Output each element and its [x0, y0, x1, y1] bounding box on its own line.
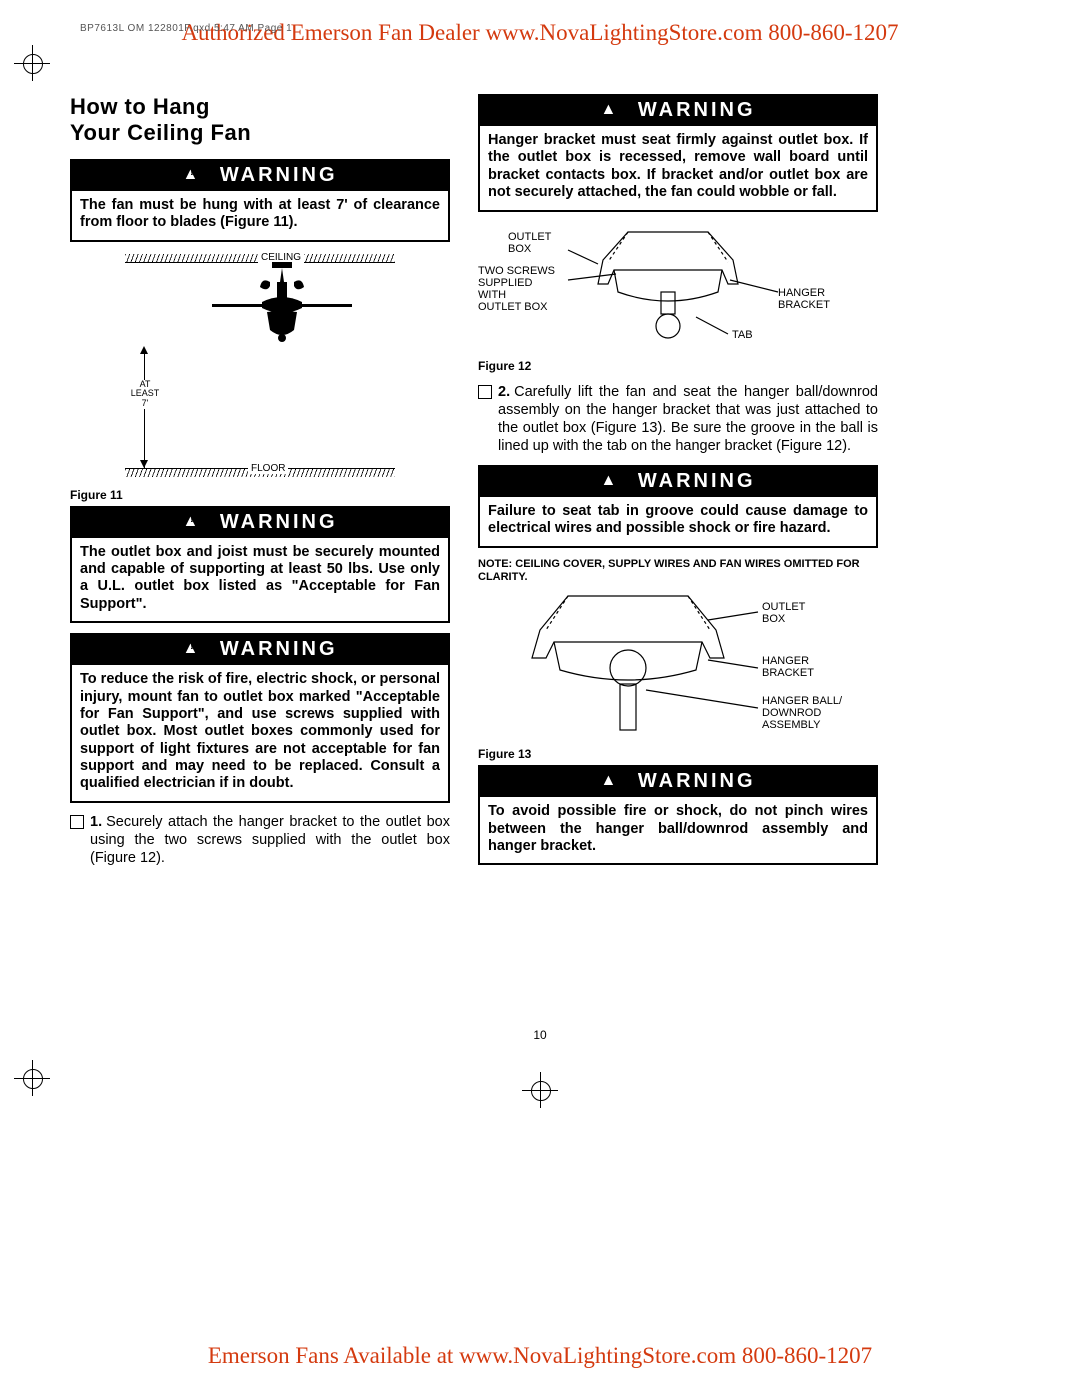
- svg-text:DOWNROD: DOWNROD: [762, 707, 821, 719]
- warning-body: The fan must be hung with at least 7' of…: [72, 191, 448, 240]
- warning-box-3: !WARNING To reduce the risk of fire, ele…: [70, 633, 450, 803]
- warning-body: To reduce the risk of fire, electric sho…: [72, 665, 448, 801]
- step-list: 1.Securely attach the hanger bracket to …: [70, 813, 450, 867]
- svg-text:BRACKET: BRACKET: [778, 299, 830, 311]
- warning-box-r1: !WARNING Hanger bracket must seat firmly…: [478, 94, 878, 212]
- warning-label: WARNING: [638, 770, 756, 792]
- warning-box-r3: !WARNING To avoid possible fire or shock…: [478, 765, 878, 865]
- step-text: Securely attach the hanger bracket to th…: [90, 814, 450, 866]
- svg-text:ASSEMBLY: ASSEMBLY: [762, 719, 821, 731]
- crop-mark-top-left: [14, 45, 50, 81]
- at-least-label: AT LEAST 7': [126, 380, 164, 410]
- left-column: How to Hang Your Ceiling Fan !WARNING Th…: [70, 94, 450, 877]
- warning-label: WARNING: [638, 99, 756, 121]
- warning-label: WARNING: [638, 470, 756, 492]
- step-num: 1.: [90, 814, 102, 830]
- footer-banner: Emerson Fans Available at www.NovaLighti…: [0, 1343, 1080, 1369]
- step-text: Carefully lift the fan and seat the hang…: [498, 384, 878, 454]
- footer-text: Emerson Fans Available at www.NovaLighti…: [208, 1343, 872, 1368]
- svg-text:HANGER: HANGER: [778, 287, 825, 299]
- page-number: 10: [533, 1028, 546, 1042]
- warning-label: WARNING: [220, 511, 338, 533]
- figure-12: OUTLET BOX TWO SCREWS SUPPLIED WITH OUTL…: [478, 222, 858, 373]
- warning-header: !WARNING: [480, 467, 876, 497]
- warning-body: Failure to seat tab in groove could caus…: [480, 497, 876, 546]
- figure-11: CEILING AT LEAST 7: [70, 252, 450, 502]
- warning-header: !WARNING: [480, 767, 876, 797]
- svg-text:HANGER: HANGER: [762, 655, 809, 667]
- content-columns: How to Hang Your Ceiling Fan !WARNING Th…: [70, 94, 1010, 877]
- section-title: How to Hang Your Ceiling Fan: [70, 94, 450, 147]
- step-num: 2.: [498, 384, 510, 400]
- svg-text:BRACKET: BRACKET: [762, 667, 814, 679]
- step-2: 2.Carefully lift the fan and seat the ha…: [478, 383, 878, 456]
- svg-text:OUTLET: OUTLET: [762, 601, 806, 613]
- floor-label: FLOOR: [248, 463, 288, 474]
- clarity-note: NOTE: CEILING COVER, SUPPLY WIRES AND FA…: [478, 558, 878, 584]
- warning-body: To avoid possible fire or shock, do not …: [480, 797, 876, 863]
- svg-text:TAB: TAB: [732, 329, 753, 341]
- warning-body: Hanger bracket must seat firmly against …: [480, 126, 876, 210]
- step-1: 1.Securely attach the hanger bracket to …: [70, 813, 450, 867]
- title-line-1: How to Hang: [70, 94, 210, 119]
- warning-box-r2: !WARNING Failure to seat tab in groove c…: [478, 465, 878, 548]
- warning-header: !WARNING: [72, 635, 448, 665]
- registration-mark-bottom: [522, 1072, 558, 1108]
- warning-box-2: !WARNING The outlet box and joist must b…: [70, 506, 450, 624]
- page: BP7613L OM 122801F.qxd 5:47 AM Page 1 Au…: [0, 0, 1080, 1397]
- step-list: 2.Carefully lift the fan and seat the ha…: [478, 383, 878, 456]
- warning-header: !WARNING: [72, 508, 448, 538]
- warning-box-1: !WARNING The fan must be hung with at le…: [70, 159, 450, 242]
- header-banner: BP7613L OM 122801F.qxd 5:47 AM Page 1 Au…: [70, 20, 1010, 46]
- outlet-box-label: OUTLET: [508, 231, 552, 243]
- warning-header: !WARNING: [72, 161, 448, 191]
- svg-text:SUPPLIED: SUPPLIED: [478, 277, 532, 289]
- svg-text:BOX: BOX: [762, 613, 786, 625]
- doc-code: BP7613L OM 122801F.qxd 5:47 AM Page 1: [80, 23, 292, 34]
- hanger-ball-diagram-icon: OUTLET BOX HANGER BRACKET HANGER BALL/ D…: [478, 590, 858, 740]
- crop-mark-bottom-left: [14, 1060, 50, 1096]
- svg-text:TWO SCREWS: TWO SCREWS: [478, 265, 555, 277]
- title-line-2: Your Ceiling Fan: [70, 120, 251, 145]
- warning-label: WARNING: [220, 638, 338, 660]
- warning-label: WARNING: [220, 164, 338, 186]
- right-column: !WARNING Hanger bracket must seat firmly…: [478, 94, 878, 877]
- figure-13: OUTLET BOX HANGER BRACKET HANGER BALL/ D…: [478, 590, 858, 761]
- warning-header: !WARNING: [480, 96, 876, 126]
- warning-body: The outlet box and joist must be securel…: [72, 538, 448, 622]
- svg-text:OUTLET BOX: OUTLET BOX: [478, 301, 548, 313]
- fan-icon: [212, 262, 352, 352]
- checkbox-icon: [478, 385, 492, 399]
- figure-12-caption: Figure 12: [478, 359, 858, 373]
- svg-text:BOX: BOX: [508, 243, 532, 255]
- svg-text:HANGER BALL/: HANGER BALL/: [762, 695, 843, 707]
- figure-11-caption: Figure 11: [70, 488, 450, 502]
- checkbox-icon: [70, 815, 84, 829]
- figure-13-caption: Figure 13: [478, 747, 858, 761]
- bracket-diagram-icon: OUTLET BOX TWO SCREWS SUPPLIED WITH OUTL…: [478, 222, 858, 352]
- svg-text:WITH: WITH: [478, 289, 506, 301]
